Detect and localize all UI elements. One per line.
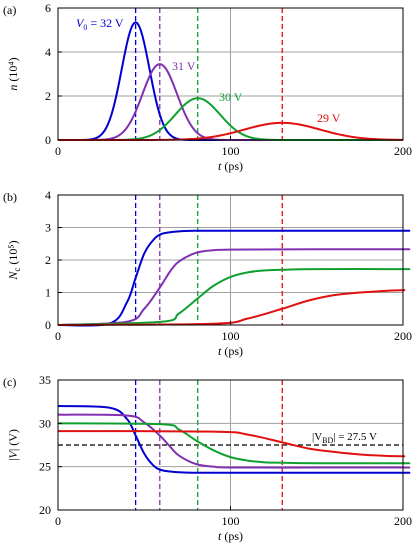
panel-label: (a) [3,3,16,17]
x-axis-label: t (ps) [218,159,243,173]
panel-a: 0 2 4 6 0 100 200 t (ps) n (10⁴) (a) V0 = 32 V 31 V… [3,1,412,173]
y-tick-label: 3 [45,221,51,235]
y-tick-label: 6 [45,1,51,15]
y-axis-label: n (10⁴) [6,57,20,90]
x-tick-label: 200 [394,144,412,158]
series-1-label: 31 V [172,59,196,73]
panel-b: 0 1 2 3 4 0 100 200 t (ps) Nc (10⁵) (b) [3,188,412,358]
x-axis-label: t (ps) [218,344,243,358]
y-tick-label: 0 [45,133,51,147]
x-axis-label: t (ps) [218,529,243,543]
series-2-label: 30 V [219,90,243,104]
x-tick-label: 100 [222,329,240,343]
series-0-line [57,405,411,474]
y-tick-label: 4 [45,45,51,59]
x-tick-label: 0 [55,144,61,158]
y-tick-label: 30 [39,416,51,430]
y-tick-label: 2 [45,253,51,267]
series-1-line [57,248,411,326]
y-axis-label: |V| (V) [6,429,20,461]
panel-label: (c) [3,375,16,389]
series-3-line [57,289,406,326]
y-tick-label: 4 [45,188,51,202]
y-tick-label: 0 [45,318,51,332]
y-tick-label: 35 [39,373,51,387]
y-axis-label: Nc (10⁵) [6,240,22,280]
series-2-line [57,268,411,326]
panel-label: (b) [3,190,17,204]
x-tick-label: 200 [394,329,412,343]
y-tick-label: 25 [39,460,51,474]
x-tick-label: 200 [394,514,412,528]
x-tick-label: 0 [55,514,61,528]
series-2-line [57,422,411,465]
y-tick-label: 2 [45,89,51,103]
y-tick-label: 20 [39,503,51,517]
panel-c: |VBD| = 27.5 V 20 25 30 35 0 100 200 t (ps) |V| (… [3,373,412,543]
x-tick-label: 100 [222,514,240,528]
x-tick-label: 100 [222,144,240,158]
series-0-line [57,229,411,327]
x-tick-label: 0 [55,329,61,343]
series-1-line [57,413,411,469]
series-3-label: 29 V [317,111,341,125]
breakdown-voltage-label: |VBD| = 27.5 V [312,431,377,445]
series-3-line [57,430,406,458]
series-0-label: V0 = 32 V [76,16,124,32]
y-tick-label: 1 [45,286,51,300]
